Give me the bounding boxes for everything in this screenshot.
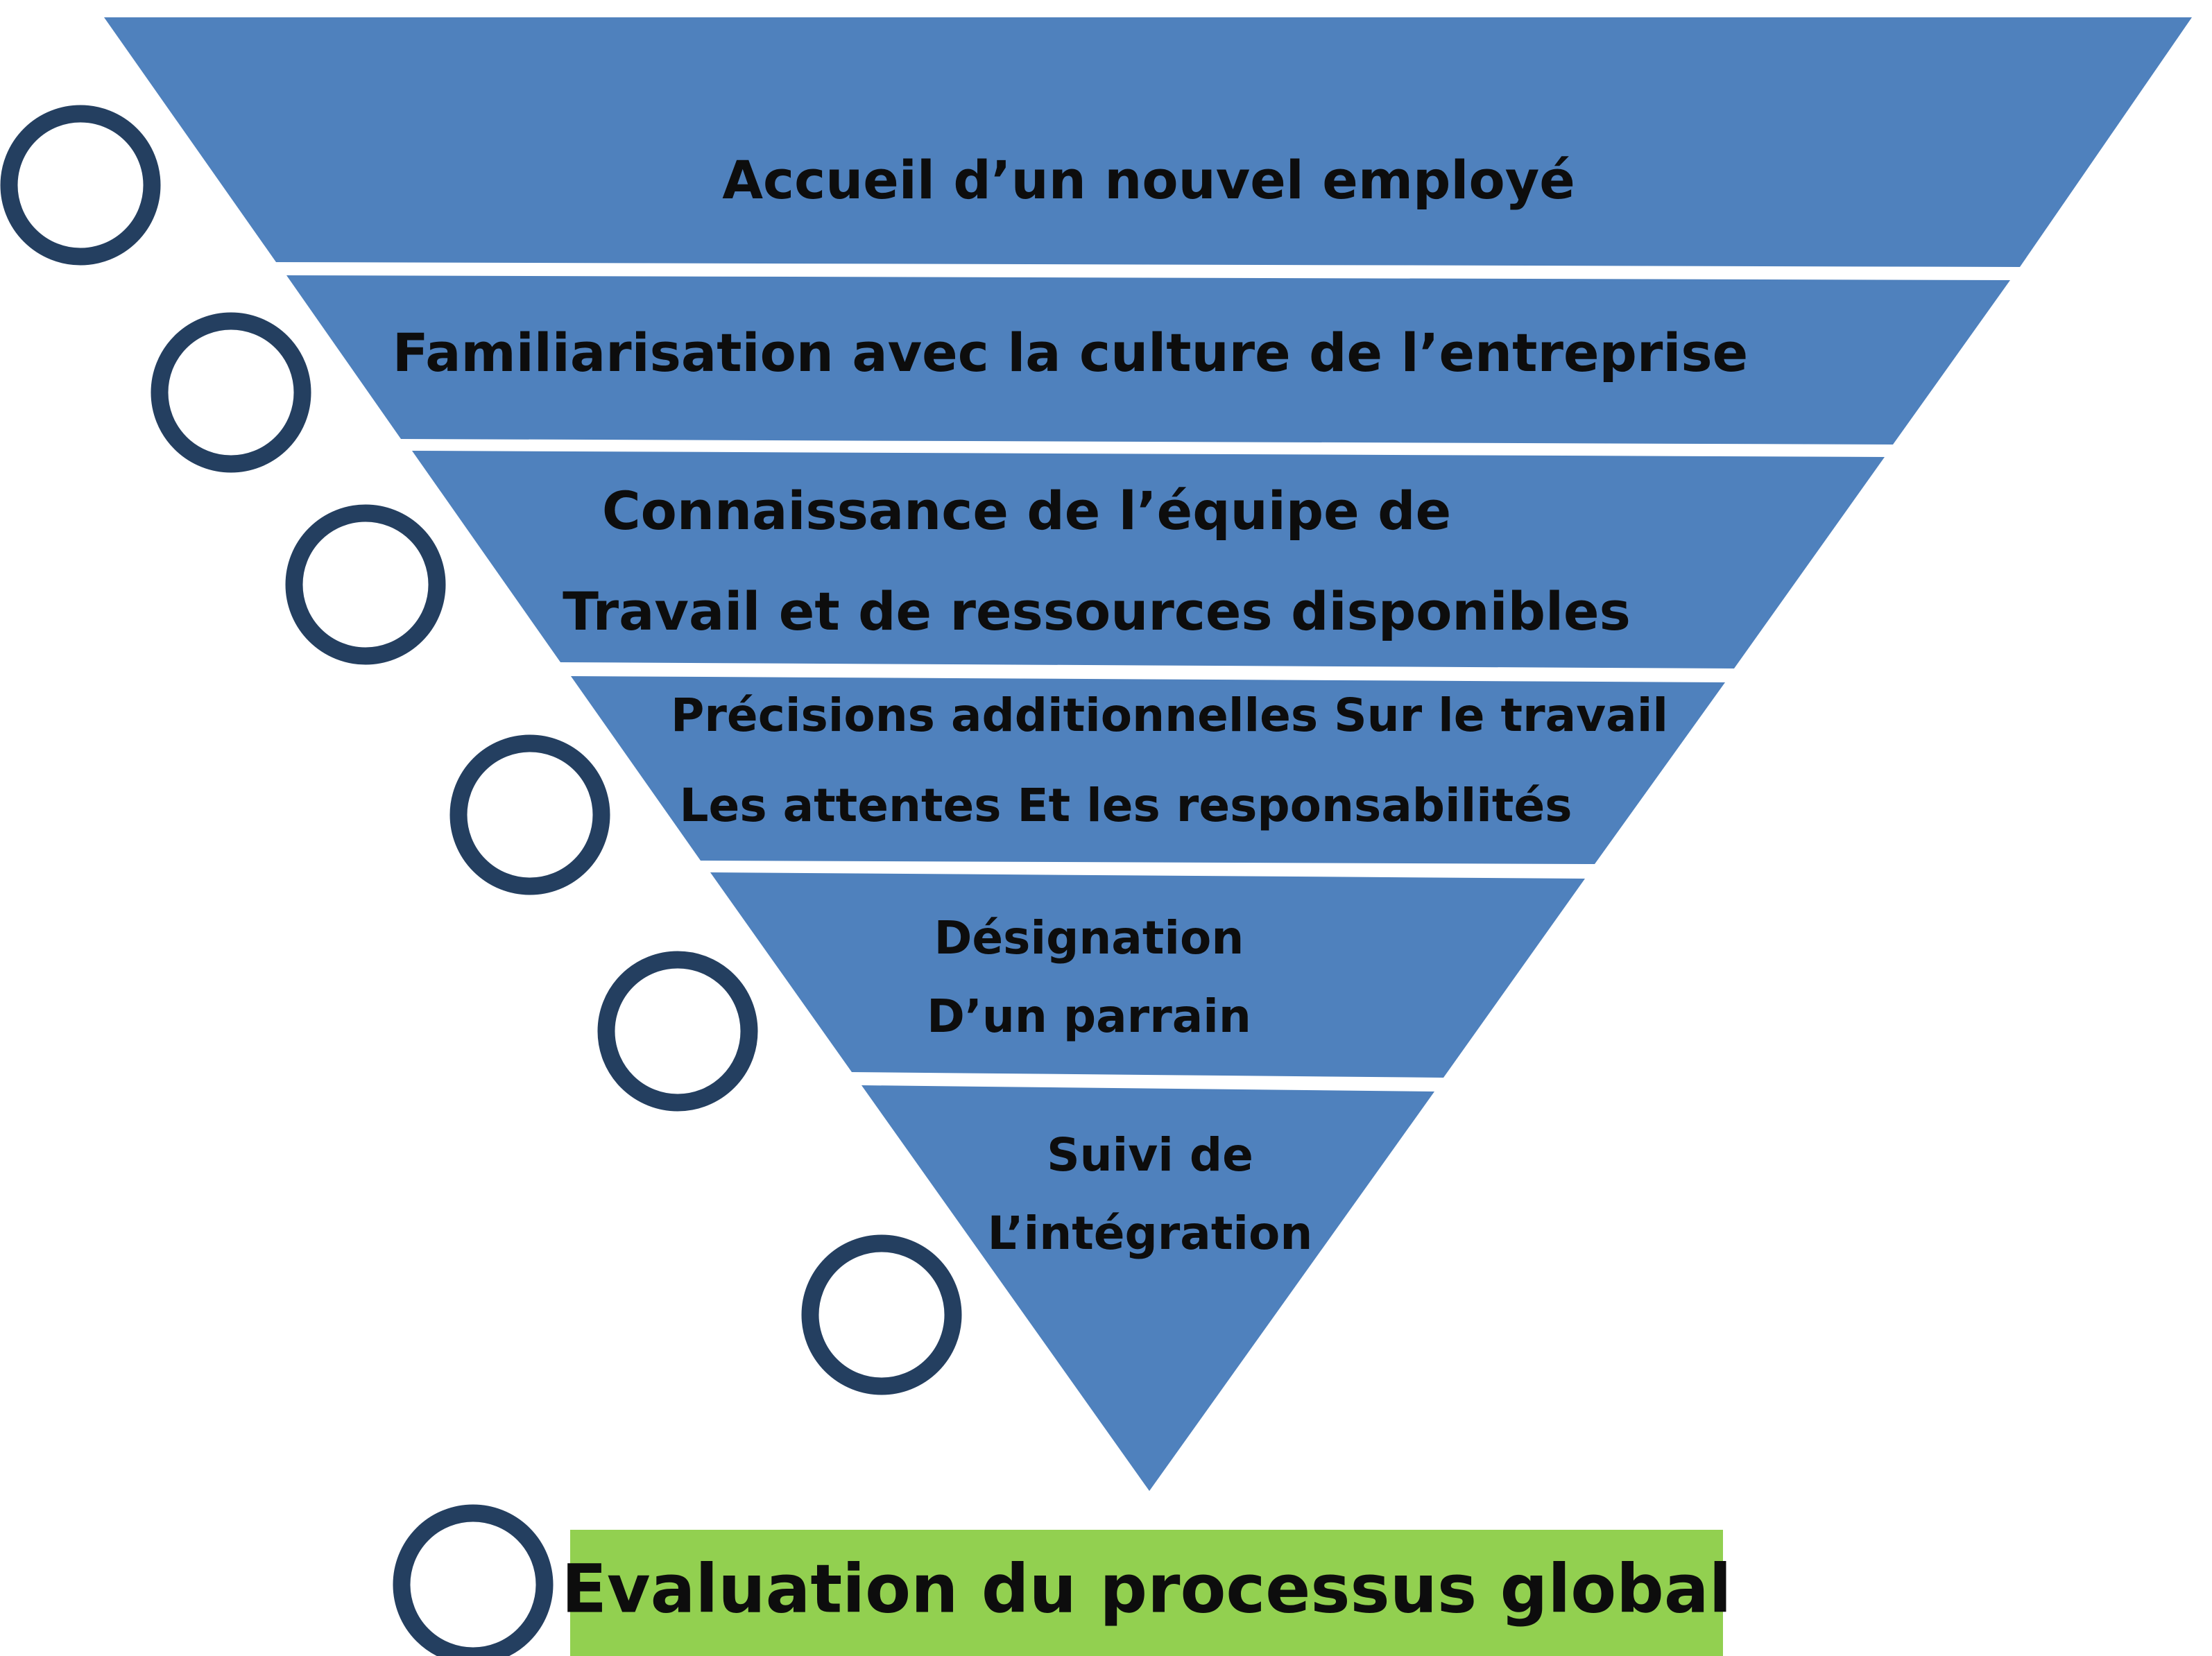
- step-1-line-1: Accueil d’un nouvel employé: [722, 149, 1575, 211]
- band-3: [412, 451, 1885, 669]
- band-5: [710, 872, 1585, 1078]
- step-5-line-2: D’un parrain: [927, 990, 1251, 1043]
- step-circle-4: [449, 734, 610, 895]
- step-circles: [0, 105, 962, 1656]
- band-2: [286, 275, 2010, 445]
- band-6: [861, 1085, 1434, 1491]
- step-4-line-2: Les attentes Et les responsabilités: [680, 779, 1572, 832]
- step-circle-2: [151, 312, 311, 473]
- step-circle-final: [393, 1504, 554, 1656]
- final-step-background: [570, 1530, 1723, 1656]
- pyramid-bands: [104, 17, 2192, 1491]
- step-5-line-1: Désignation: [934, 911, 1244, 965]
- step-6-line-1: Suivi de: [1047, 1128, 1253, 1182]
- band-labels: Accueil d’un nouvel employé Familiarisat…: [393, 149, 1748, 1260]
- step-3-line-1: Connaissance de l’équipe de: [602, 480, 1451, 542]
- step-circle-3: [285, 504, 446, 665]
- band-4: [571, 676, 1725, 864]
- step-2-line-1: Familiarisation avec la culture de l’ent…: [393, 322, 1748, 383]
- step-4-line-1: Précisions additionnelles Sur le travail: [671, 689, 1668, 742]
- final-step-box: Evaluation du processus global: [561, 1530, 1732, 1656]
- final-step-label: Evaluation du processus global: [561, 1550, 1731, 1628]
- step-circle-1: [0, 105, 161, 266]
- step-3-line-2: Travail et de ressources disponibles: [563, 580, 1631, 642]
- band-1: [104, 17, 2192, 267]
- step-circle-6: [801, 1234, 962, 1395]
- step-6-line-2: L’intégration: [988, 1207, 1313, 1260]
- step-circle-5: [597, 951, 758, 1112]
